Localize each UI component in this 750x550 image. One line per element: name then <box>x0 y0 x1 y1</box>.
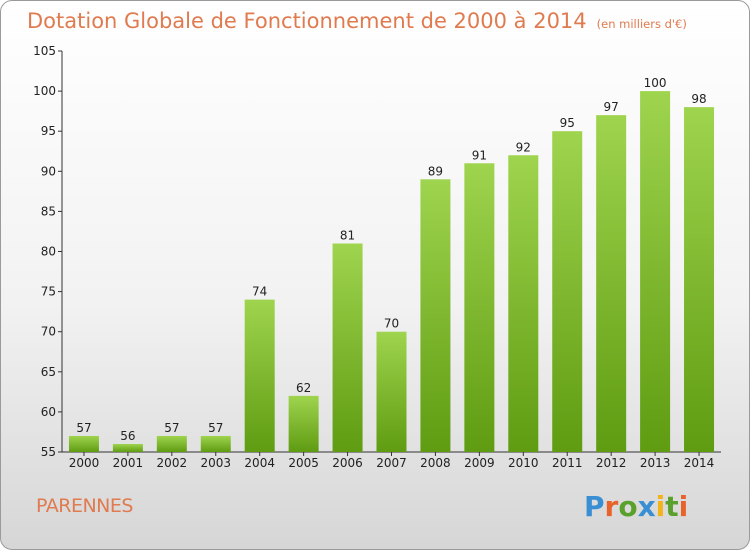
data-label-2002: 57 <box>164 421 179 435</box>
logo-letter: x <box>637 490 656 523</box>
bar-2008 <box>420 179 451 452</box>
bar-2013 <box>640 91 671 452</box>
bar-2006 <box>332 243 363 452</box>
logo-letter: P <box>584 490 605 523</box>
data-label-2006: 81 <box>340 228 355 242</box>
bar-2001 <box>112 443 143 452</box>
data-label-2008: 89 <box>428 164 443 178</box>
x-tick-label-2009: 2009 <box>464 456 495 470</box>
bar-2009 <box>464 163 495 452</box>
chart-title-text: Dotation Globale de Fonctionnement de 20… <box>27 9 587 33</box>
data-label-2009: 91 <box>472 148 487 162</box>
x-tick-label-2001: 2001 <box>113 456 144 470</box>
x-tick-label-2005: 2005 <box>288 456 319 470</box>
commune-name: PARENNES <box>36 495 133 517</box>
y-tick-label: 60 <box>41 405 56 419</box>
bar-2012 <box>596 115 627 452</box>
data-label-2010: 92 <box>516 140 531 154</box>
x-tick-label-2000: 2000 <box>69 456 100 470</box>
bar-2004 <box>244 299 275 452</box>
x-tick-label-2006: 2006 <box>332 456 363 470</box>
bar-2014 <box>684 107 715 452</box>
y-tick-label: 100 <box>33 84 56 98</box>
bar-2010 <box>508 155 539 452</box>
x-tick-label-2014: 2014 <box>684 456 715 470</box>
proxiti-logo: Proxiti <box>584 490 688 523</box>
bar-2007 <box>376 331 407 452</box>
data-label-2001: 56 <box>120 429 135 443</box>
data-label-2007: 70 <box>384 317 399 331</box>
y-tick-label: 80 <box>41 245 56 259</box>
bar-2005 <box>288 395 319 452</box>
y-tick-label: 55 <box>41 445 56 459</box>
data-label-2003: 57 <box>208 421 223 435</box>
chart-title: Dotation Globale de Fonctionnement de 20… <box>27 9 687 33</box>
y-tick-label: 70 <box>41 325 56 339</box>
x-tick-label-2003: 2003 <box>200 456 231 470</box>
logo-letter: i <box>655 490 666 523</box>
x-tick-label-2007: 2007 <box>376 456 407 470</box>
logo-letter: o <box>618 490 638 523</box>
x-tick-label-2008: 2008 <box>420 456 451 470</box>
y-tick-label: 65 <box>41 365 56 379</box>
y-tick-label: 90 <box>41 164 56 178</box>
data-label-2014: 98 <box>691 92 706 106</box>
data-label-2004: 74 <box>252 285 267 299</box>
y-tick-label: 85 <box>41 204 56 218</box>
data-label-2012: 97 <box>604 100 619 114</box>
x-tick-label-2013: 2013 <box>640 456 671 470</box>
bar-2011 <box>552 131 583 452</box>
logo-letter: i <box>678 490 689 523</box>
x-tick-label-2011: 2011 <box>552 456 583 470</box>
chart-unit-note: (en milliers d'€) <box>596 17 687 31</box>
x-tick-label-2004: 2004 <box>244 456 275 470</box>
x-tick-label-2002: 2002 <box>157 456 188 470</box>
x-tick-label-2010: 2010 <box>508 456 539 470</box>
data-label-2013: 100 <box>644 76 667 90</box>
bar-2002 <box>156 435 187 452</box>
bar-2003 <box>200 435 231 452</box>
logo-letter: r <box>604 490 619 523</box>
x-tick-label-2012: 2012 <box>596 456 627 470</box>
data-label-2011: 95 <box>560 116 575 130</box>
y-tick-label: 95 <box>41 124 56 138</box>
bar-2000 <box>68 435 99 452</box>
chart-axes: 55 60 65 70 75 80 85 90 95 100 105 2000 2001 2002 2003… <box>33 44 721 470</box>
y-tick-label: 105 <box>33 44 56 58</box>
y-tick-label: 75 <box>41 285 56 299</box>
data-label-2005: 62 <box>296 381 311 395</box>
chart-bars <box>68 91 715 452</box>
chart-data-labels: 57 56 57 57 74 62 81 70 89 91 92 95 97 100 98 <box>76 76 706 443</box>
data-label-2000: 57 <box>76 421 91 435</box>
logo-letter: t <box>665 490 679 523</box>
